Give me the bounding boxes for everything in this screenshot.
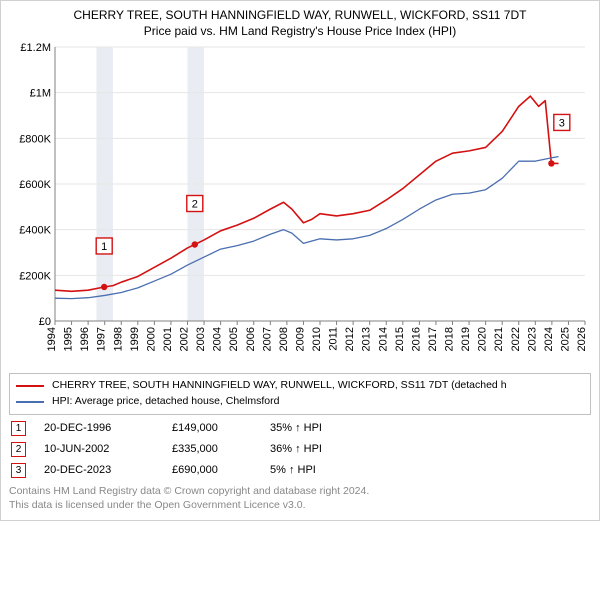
legend-label: CHERRY TREE, SOUTH HANNINGFIELD WAY, RUN… xyxy=(52,378,507,394)
x-tick-label: 2012 xyxy=(344,327,356,351)
footnote: Contains HM Land Registry data © Crown c… xyxy=(9,484,591,512)
x-tick-label: 2011 xyxy=(328,327,340,351)
series-hpi xyxy=(55,157,559,299)
x-tick-label: 2009 xyxy=(294,327,306,351)
y-tick-label: £1.2M xyxy=(20,42,51,54)
event-row: 1 20-DEC-1996 £149,000 35% ↑ HPI xyxy=(11,421,591,436)
x-tick-label: 2014 xyxy=(377,327,389,351)
event-price: £335,000 xyxy=(172,443,252,455)
x-tick-label: 2003 xyxy=(195,327,207,351)
event-delta: 35% ↑ HPI xyxy=(270,422,322,434)
footnote-line-2: This data is licensed under the Open Gov… xyxy=(9,498,591,512)
event-date: 10-JUN-2002 xyxy=(44,443,154,455)
legend-swatch xyxy=(16,385,44,387)
x-tick-label: 2000 xyxy=(145,327,157,351)
event-point xyxy=(548,161,554,167)
x-tick-label: 2008 xyxy=(278,327,290,351)
event-date: 20-DEC-1996 xyxy=(44,422,154,434)
event-row: 3 20-DEC-2023 £690,000 5% ↑ HPI xyxy=(11,463,591,478)
x-tick-label: 1999 xyxy=(129,327,141,351)
x-tick-label: 2022 xyxy=(510,327,522,351)
x-tick-label: 1996 xyxy=(79,327,91,351)
x-tick-label: 2020 xyxy=(477,327,489,351)
x-tick-label: 1998 xyxy=(112,327,124,351)
y-tick-label: £200K xyxy=(19,271,51,283)
legend-row: HPI: Average price, detached house, Chel… xyxy=(16,394,584,410)
legend: CHERRY TREE, SOUTH HANNINGFIELD WAY, RUN… xyxy=(9,373,591,415)
x-tick-label: 2002 xyxy=(179,327,191,351)
x-tick-label: 1997 xyxy=(96,327,108,351)
x-tick-label: 2021 xyxy=(493,327,505,351)
event-marker: 2 xyxy=(11,442,26,457)
x-tick-label: 2013 xyxy=(361,327,373,351)
y-tick-label: £800K xyxy=(19,134,51,146)
x-tick-label: 2024 xyxy=(543,327,555,351)
event-label-num: 1 xyxy=(101,241,107,253)
chart: £0 £200K £400K £600K £800K £1M £1.2M 1994 1995 19… xyxy=(9,39,591,369)
x-tick-label: 2026 xyxy=(576,327,588,351)
legend-swatch xyxy=(16,401,44,403)
x-tick-label: 2001 xyxy=(162,327,174,351)
event-point xyxy=(192,242,198,248)
x-tick-label: 1995 xyxy=(63,327,75,351)
event-delta: 5% ↑ HPI xyxy=(270,464,316,476)
event-marker: 1 xyxy=(11,421,26,436)
y-tick-label: £600K xyxy=(19,179,51,191)
event-point xyxy=(101,284,107,290)
event-table: 120-DEC-1996£149,00035% ↑ HPI210-JUN-200… xyxy=(9,421,591,478)
footnote-line-1: Contains HM Land Registry data © Crown c… xyxy=(9,484,591,498)
event-delta: 36% ↑ HPI xyxy=(270,443,322,455)
y-tick-label: £400K xyxy=(19,225,51,237)
event-label-num: 2 xyxy=(192,199,198,211)
event-label-num: 3 xyxy=(559,118,565,130)
event-row: 2 10-JUN-2002 £335,000 36% ↑ HPI xyxy=(11,442,591,457)
x-tick-label: 2015 xyxy=(394,327,406,351)
figure-container: CHERRY TREE, SOUTH HANNINGFIELD WAY, RUN… xyxy=(0,0,600,521)
event-marker: 3 xyxy=(11,463,26,478)
event-date: 20-DEC-2023 xyxy=(44,464,154,476)
y-tick-label: £0 xyxy=(39,316,51,328)
legend-row: CHERRY TREE, SOUTH HANNINGFIELD WAY, RUN… xyxy=(16,378,584,394)
x-tick-label: 2023 xyxy=(526,327,538,351)
x-tick-label: 2010 xyxy=(311,327,323,351)
event-price: £690,000 xyxy=(172,464,252,476)
event-price: £149,000 xyxy=(172,422,252,434)
series-price_paid xyxy=(55,96,559,291)
x-tick-label: 2007 xyxy=(261,327,273,351)
y-tick-label: £1M xyxy=(30,88,51,100)
x-tick-label: 2019 xyxy=(460,327,472,351)
x-tick-label: 2017 xyxy=(427,327,439,351)
x-tick-label: 2016 xyxy=(410,327,422,351)
x-tick-label: 2006 xyxy=(245,327,257,351)
x-tick-label: 2004 xyxy=(212,327,224,351)
chart-svg: £0 £200K £400K £600K £800K £1M £1.2M 1994 1995 19… xyxy=(9,39,591,369)
title-line-1: CHERRY TREE, SOUTH HANNINGFIELD WAY, RUN… xyxy=(9,7,591,23)
title-line-2: Price paid vs. HM Land Registry's House … xyxy=(9,23,591,39)
x-tick-label: 2018 xyxy=(444,327,456,351)
legend-label: HPI: Average price, detached house, Chel… xyxy=(52,394,279,410)
x-tick-label: 2005 xyxy=(228,327,240,351)
x-tick-label: 2025 xyxy=(559,327,571,351)
x-tick-label: 1994 xyxy=(46,327,58,351)
